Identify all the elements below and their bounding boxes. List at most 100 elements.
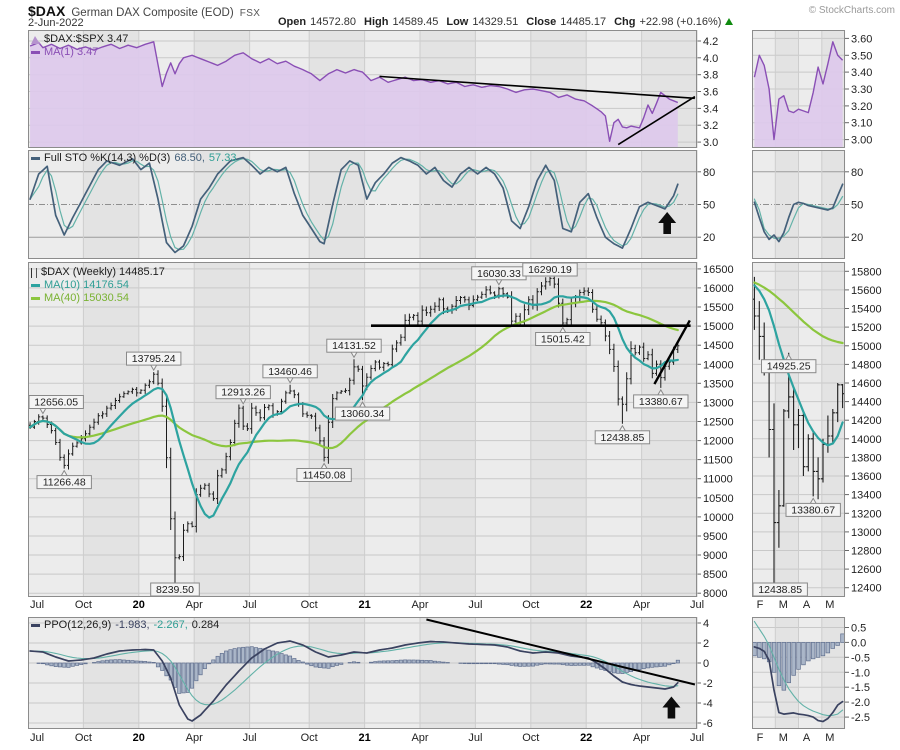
- x-tick-label: Jul: [242, 732, 257, 744]
- ma-line-icon: [31, 51, 40, 54]
- value-annotation: 12913.26: [215, 385, 271, 405]
- value-annotation: 14131.52: [326, 338, 382, 359]
- x-tick-label: Apr: [185, 732, 203, 744]
- x-tick-label: 22: [580, 732, 593, 744]
- svg-text:9000: 9000: [703, 550, 727, 562]
- svg-text:14400: 14400: [851, 397, 882, 409]
- x-tick-label: Jul: [468, 599, 483, 611]
- svg-text:12500: 12500: [703, 417, 734, 429]
- dax-spx-ratio-zoom-panel: 3.60 3.50 3.40 3.30 3.20 3.10 3.00: [752, 30, 872, 148]
- x-axis-labels: Jul Oct 20 Apr Jul Oct 21 Apr Jul Oct 22 Apr Jul: [28, 599, 737, 612]
- price-ma10-label: MA(10) 14176.54: [44, 279, 129, 291]
- svg-text:13000: 13000: [851, 527, 882, 539]
- stoch-legend-label: Full STO %K(14,3) %D(3): [44, 152, 171, 164]
- svg-text:12400: 12400: [851, 583, 882, 595]
- open-label: Open: [278, 16, 307, 28]
- svg-text:4.0: 4.0: [703, 53, 718, 65]
- svg-text:13200: 13200: [851, 508, 882, 520]
- svg-text:16290.19: 16290.19: [528, 264, 572, 276]
- x-tick-label: M: [825, 599, 835, 611]
- value-annotation: 12438.85: [594, 424, 651, 445]
- x-tick-label: M: [825, 732, 835, 744]
- full-stochastic-panel: 80 50 20: [28, 150, 715, 259]
- stoch-d-value: 57.33: [208, 152, 237, 164]
- x-tick-label: Oct: [300, 732, 318, 744]
- svg-text:12600: 12600: [851, 564, 882, 576]
- svg-text:15600: 15600: [851, 285, 882, 297]
- dax-spx-ratio-panel: 4.2 4.0 3.8 3.6 3.4 3.2 3.0: [28, 30, 718, 149]
- svg-text:14000: 14000: [703, 359, 734, 371]
- svg-text:50: 50: [851, 200, 863, 212]
- svg-text:13800: 13800: [851, 452, 882, 464]
- svg-text:12438.85: 12438.85: [758, 584, 802, 596]
- ratio-ma-label: MA(1) 3.47: [44, 46, 99, 58]
- x-tick-label: Jul: [689, 732, 705, 744]
- value-annotation: 13060.34: [334, 401, 391, 421]
- full-stochastic-zoom-panel: 80 50 20: [752, 150, 863, 259]
- x-tick-label: Oct: [74, 599, 92, 611]
- svg-text:14500: 14500: [703, 340, 734, 352]
- svg-text:10500: 10500: [703, 493, 734, 505]
- x-tick-label: 21: [358, 599, 371, 611]
- x-tick-label: Jul: [468, 732, 483, 744]
- svg-text:8239.50: 8239.50: [156, 584, 194, 596]
- ppo-panel: 4 2 0 -2 -4 -6: [28, 617, 713, 730]
- svg-text:8500: 8500: [703, 569, 727, 581]
- svg-text:3.30: 3.30: [851, 84, 872, 96]
- svg-text:10000: 10000: [703, 512, 734, 524]
- ppo-value: -1.983,: [115, 619, 150, 631]
- x-tick-label: Jul: [242, 599, 257, 611]
- svg-text:15015.42: 15015.42: [541, 334, 585, 346]
- ratio-legend: $DAX:$SPX 3.47 MA(1) 3.47: [31, 33, 128, 59]
- value-annotation: 16290.19: [522, 262, 578, 277]
- svg-text:14200: 14200: [851, 415, 882, 427]
- value-annotation: 12438.85: [752, 582, 808, 597]
- svg-text:2: 2: [703, 638, 709, 650]
- x-tick-label: Oct: [74, 732, 92, 744]
- svg-text:12000: 12000: [703, 436, 734, 448]
- price-legend-label: $DAX (Weekly) 14485.17: [41, 266, 165, 278]
- value-annotation: 13795.24: [126, 351, 182, 372]
- x-axis-labels: Jul Oct 20 Apr Jul Oct 21 Apr Jul Oct 22 Apr Jul: [28, 732, 737, 745]
- value-annotation: 11266.48: [36, 469, 92, 490]
- svg-text:13380.67: 13380.67: [639, 396, 683, 408]
- x-tick-label: Oct: [300, 599, 318, 611]
- svg-text:14131.52: 14131.52: [332, 340, 376, 352]
- svg-text:15400: 15400: [851, 304, 882, 316]
- svg-text:14800: 14800: [851, 359, 882, 371]
- ppo-line-icon: [31, 624, 40, 627]
- svg-text:12656.05: 12656.05: [34, 397, 78, 409]
- x-tick-label: Oct: [522, 599, 540, 611]
- stochastic-legend: Full STO %K(14,3) %D(3) 68.50, 57.33: [31, 152, 236, 165]
- ppo-legend: PPO(12,26,9) -1.983, -2.267, 0.284: [31, 619, 219, 632]
- svg-text:13060.34: 13060.34: [341, 408, 385, 420]
- svg-text:13600: 13600: [851, 471, 882, 483]
- svg-text:-2.5: -2.5: [851, 712, 870, 724]
- low-label: Low: [446, 16, 469, 28]
- svg-text:15000: 15000: [851, 341, 882, 353]
- x-tick-label: M: [778, 732, 788, 744]
- x-tick-label: Apr: [633, 599, 651, 611]
- svg-text:9500: 9500: [703, 531, 727, 543]
- x-tick-label: Oct: [522, 732, 540, 744]
- svg-text:3.40: 3.40: [851, 67, 872, 79]
- svg-text:-2.0: -2.0: [851, 697, 870, 709]
- x-tick-label: A: [802, 599, 811, 611]
- dax-weekly-price-zoom-panel: 15800 15600 15400 15200 15000 14800 14600 14400…: [752, 262, 882, 597]
- svg-text:3.2: 3.2: [703, 120, 718, 132]
- svg-text:0.5: 0.5: [851, 623, 866, 635]
- ppo-hist-value: 0.284: [191, 619, 220, 631]
- svg-text:-1.0: -1.0: [851, 667, 870, 679]
- ma10-line-icon: [31, 284, 40, 287]
- svg-text:3.10: 3.10: [851, 118, 872, 130]
- close-label: Close: [526, 16, 557, 28]
- x-tick-label: Jul: [29, 732, 45, 744]
- x-tick-label: 20: [132, 599, 145, 611]
- svg-text:20: 20: [703, 232, 715, 244]
- svg-text:14925.25: 14925.25: [767, 361, 811, 373]
- symbol: $DAX: [28, 3, 66, 19]
- high-value: 14589.45: [392, 16, 439, 28]
- svg-text:13460.46: 13460.46: [268, 366, 312, 378]
- svg-text:11266.48: 11266.48: [43, 477, 86, 489]
